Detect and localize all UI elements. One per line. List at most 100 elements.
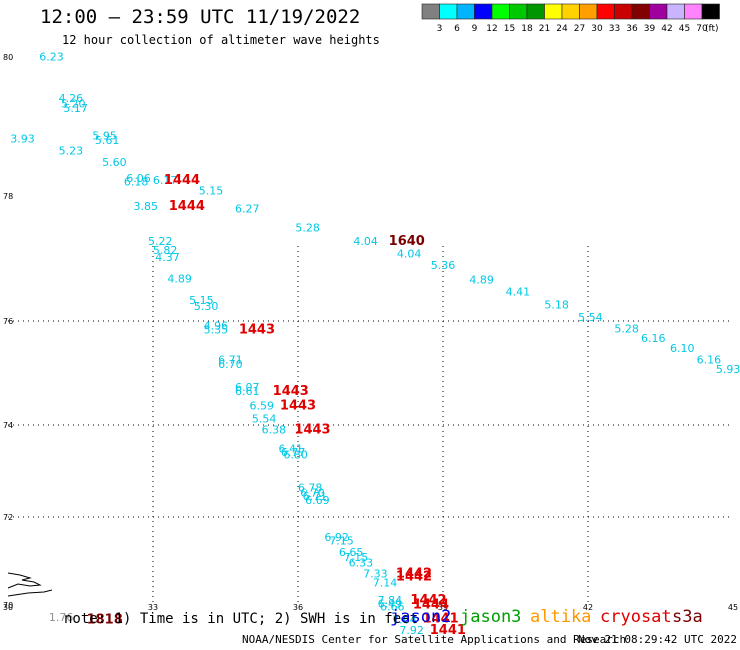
map-title: 12:00 — 23:59 UTC 11/19/2022 [40, 6, 361, 28]
wave-height-value: 5.15 [189, 294, 214, 307]
legend-label: 6 [454, 24, 460, 34]
legend-label: 45 [679, 24, 690, 34]
wave-height-value: 6.16 [641, 332, 666, 345]
wave-height-value: 6.80 [283, 449, 308, 462]
legend-label: 18 [521, 24, 533, 34]
footer-note: note: 1) Time is in UTC; 2) SWH is in fe… [64, 611, 419, 627]
wave-height-value: 6.70 [300, 486, 325, 499]
wave-height-value: 6.59 [250, 399, 275, 412]
legend-label: 33 [609, 24, 620, 34]
legend-label: 3 [437, 24, 443, 34]
wave-height-value: 5.54 [252, 412, 277, 425]
wave-height-value: 6.10 [670, 342, 695, 355]
wave-height-value: 6.16 [697, 354, 722, 367]
wave-height-value: 5.82 [153, 244, 178, 257]
coastline [7, 572, 53, 597]
observation-time: 1442 [396, 567, 432, 582]
wave-height-value: 4.26 [59, 92, 84, 105]
lat-label: 76 [3, 317, 13, 326]
wave-height-value: 4.41 [506, 285, 531, 298]
wave-height-value: 3.93 [10, 132, 35, 145]
wave-height-value: 5.28 [614, 322, 639, 335]
wave-height-value: 5.54 [578, 311, 603, 324]
legend-label: 39 [644, 24, 656, 34]
legend-label: 70 [696, 24, 708, 34]
lat-label: 78 [3, 192, 13, 201]
legend-label: 9 [472, 24, 478, 34]
satellite-name: jason3 [460, 607, 522, 627]
wave-height-value: 6.23 [39, 50, 64, 63]
wave-height-value: 7.33 [363, 568, 388, 581]
wave-height-value: 4.04 [353, 235, 378, 248]
legend-swatch [701, 3, 720, 20]
wave-height-value: 1.76 [49, 611, 74, 624]
legend-label: 15 [504, 24, 515, 34]
wave-height-value: 7.15 [329, 535, 354, 548]
wave-height-value: 6.71 [218, 354, 243, 367]
lat-label: 70 [3, 601, 13, 610]
wave-height-value: 5.35 [204, 323, 229, 336]
wave-height-value: 5.60 [102, 156, 127, 169]
observation-time: 1443 [273, 384, 309, 399]
wave-height-value: 7.92 [399, 624, 424, 637]
legend-unit: (ft) [705, 24, 719, 34]
lat-label: 72 [3, 513, 13, 522]
wave-height-value: 6.38 [262, 423, 287, 436]
wave-height-value: 6.78 [298, 482, 323, 495]
wave-height-value: 6.69 [305, 494, 330, 507]
lon-label: 45 [728, 603, 738, 612]
legend-label: 21 [539, 24, 550, 34]
lon-label: 33 [148, 603, 158, 612]
wave-height-value: 3.85 [134, 200, 159, 213]
wave-height-value: 5.28 [295, 222, 320, 235]
wave-height-value: 7.15 [344, 551, 369, 564]
lon-label: 36 [293, 603, 303, 612]
wave-height-value: 6.66 [380, 600, 405, 613]
observation-time: 1441 [430, 623, 466, 638]
wave-height-value: 7.84 [378, 594, 403, 607]
wave-height-color-legend: 3 6 9 12 15 18 21 24 27 30 33 36 39 42 45 70(ft) [421, 3, 720, 34]
wave-height-value: 6.17 [153, 174, 178, 187]
wave-height-value: 6.06 [126, 172, 151, 185]
wave-height-value: 5.23 [59, 144, 84, 157]
satellite-name: jason2 [390, 607, 452, 627]
observation-time: 1444 [413, 598, 449, 613]
wave-height-value: 5.22 [148, 235, 173, 248]
wave-height-value: 7.14 [373, 577, 398, 590]
wave-height-value: 6.33 [349, 556, 374, 569]
observation-time: 1818 [87, 612, 123, 627]
observation-time: 1443 [239, 322, 275, 337]
wave-height-value: 4.04 [397, 247, 422, 260]
footer-timestamp: Nov 21 08:29:42 UTC 2022 [578, 633, 737, 646]
legend-label: 36 [626, 24, 638, 34]
satellite-name: s3a [672, 607, 703, 627]
legend-label: 24 [556, 24, 568, 34]
wave-height-value: 4.96 [204, 319, 229, 332]
lon-label: 42 [583, 603, 593, 612]
wave-height-value: 6.18 [124, 176, 149, 189]
legend-label: 27 [574, 24, 585, 34]
wave-height-value: 6.77 [281, 446, 306, 459]
map-subtitle: 12 hour collection of altimeter wave hei… [62, 33, 380, 47]
wave-height-value: 6.07 [235, 381, 260, 394]
legend-label: 42 [661, 24, 672, 34]
wave-height-value: 6.71 [303, 490, 328, 503]
observation-time: 1443 [294, 422, 330, 437]
wave-height-value: 6.92 [324, 531, 349, 544]
wave-height-value: 5.93 [716, 363, 740, 376]
legend-label: 30 [591, 24, 603, 34]
footer-credit: NOAA/NESDIS Center for Satellite Applica… [242, 633, 627, 646]
wave-height-value: 6.70 [218, 358, 243, 371]
observation-time: 1441 [422, 612, 458, 627]
wave-height-value: 5.95 [92, 130, 117, 143]
wave-height-value: 5.15 [199, 185, 224, 198]
wave-height-value: 5.18 [544, 299, 569, 312]
wave-height-value: 4.37 [155, 251, 180, 264]
wave-height-value: 5.17 [63, 102, 88, 115]
observation-time: 1444 [169, 199, 205, 214]
wave-height-value: 6.49 [378, 598, 403, 611]
observation-time: 1442 [396, 569, 432, 584]
wave-height-value: 4.89 [167, 272, 192, 285]
wave-height-value: 6.61 [235, 385, 260, 398]
